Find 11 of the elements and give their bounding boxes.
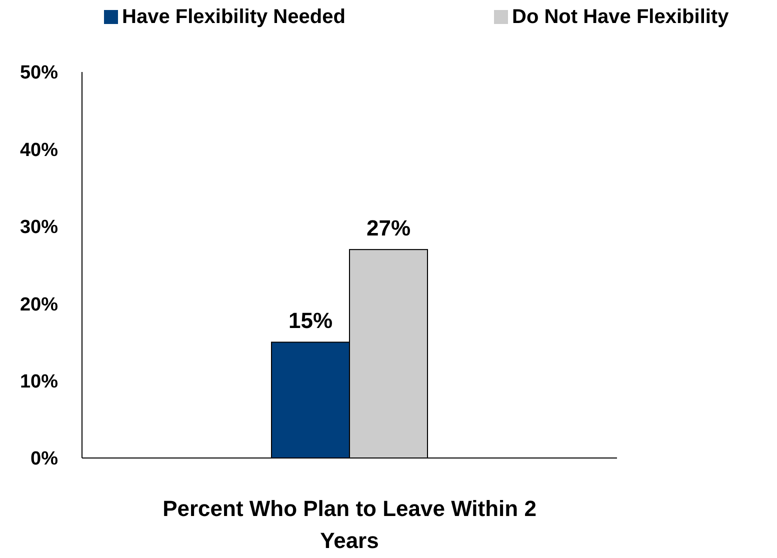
y-tick-label: 30% xyxy=(20,217,58,238)
y-tick-label: 0% xyxy=(30,448,58,470)
y-tick-label: 10% xyxy=(20,371,58,392)
data-label: 27% xyxy=(366,216,411,241)
legend-label: Do Not Have Flexibility xyxy=(512,6,730,28)
y-tick-label: 20% xyxy=(20,294,58,316)
y-tick-label: 50% xyxy=(20,62,58,84)
data-label: 15% xyxy=(288,308,333,334)
y-tick-label: 40% xyxy=(20,140,58,161)
x-tick-label: Percent Who Plan to Leave Within 2 Years xyxy=(162,496,536,553)
legend-label: Have Flexibility Needed xyxy=(122,6,346,28)
